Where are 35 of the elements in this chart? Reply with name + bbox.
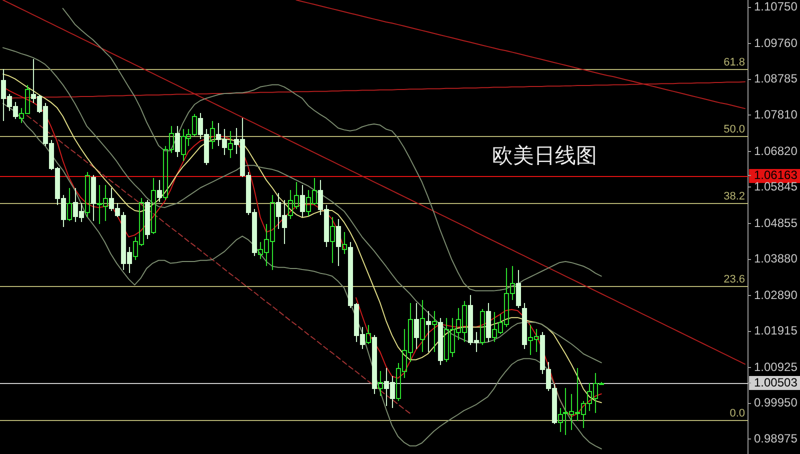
candlestick [480,308,485,346]
annotation: 23.6 [724,274,745,286]
y-tick-label: 1.04855 [754,216,798,230]
y-tick-label: 1.10750 [754,0,798,14]
y-tick-label: 1.06820 [754,144,798,158]
y-tick-label: 1.01915 [754,324,798,338]
y-tick-label: 0.99950 [754,396,798,410]
candlestick [67,188,72,222]
y-tick-label: 1.08785 [754,72,798,86]
candlestick [85,172,90,218]
annotation: 61.8 [724,56,745,69]
candlestick [210,120,215,150]
y-tick-label: 1.02890 [754,288,798,302]
candlestick [420,300,425,352]
candlestick [558,408,563,432]
annotation: 0.0 [730,408,745,420]
y-tick-label: 0.98975 [754,431,798,446]
y-tick-label: 1.00925 [754,360,798,374]
y-tick-label: 1.07810 [754,107,798,122]
y-tick-label: 1.00503 [754,375,798,390]
candlestick [330,216,335,264]
candlestick [432,310,437,352]
annotation: 38.2 [724,190,745,203]
candlestick [366,324,371,344]
annotation: 50.0 [724,124,745,136]
line-series [26,115,410,414]
y-tick-label: 1.05845 [754,180,798,194]
annotation: 欧美日线图 [492,144,598,168]
candlestick [378,370,383,396]
y-tick-label: 1.09760 [754,36,798,50]
y-tick-label: 1.03880 [754,252,798,266]
y-tick-label: 1.06163 [754,168,798,182]
candlestick [342,232,347,254]
candlestick [151,178,156,234]
candlestick [228,130,233,158]
